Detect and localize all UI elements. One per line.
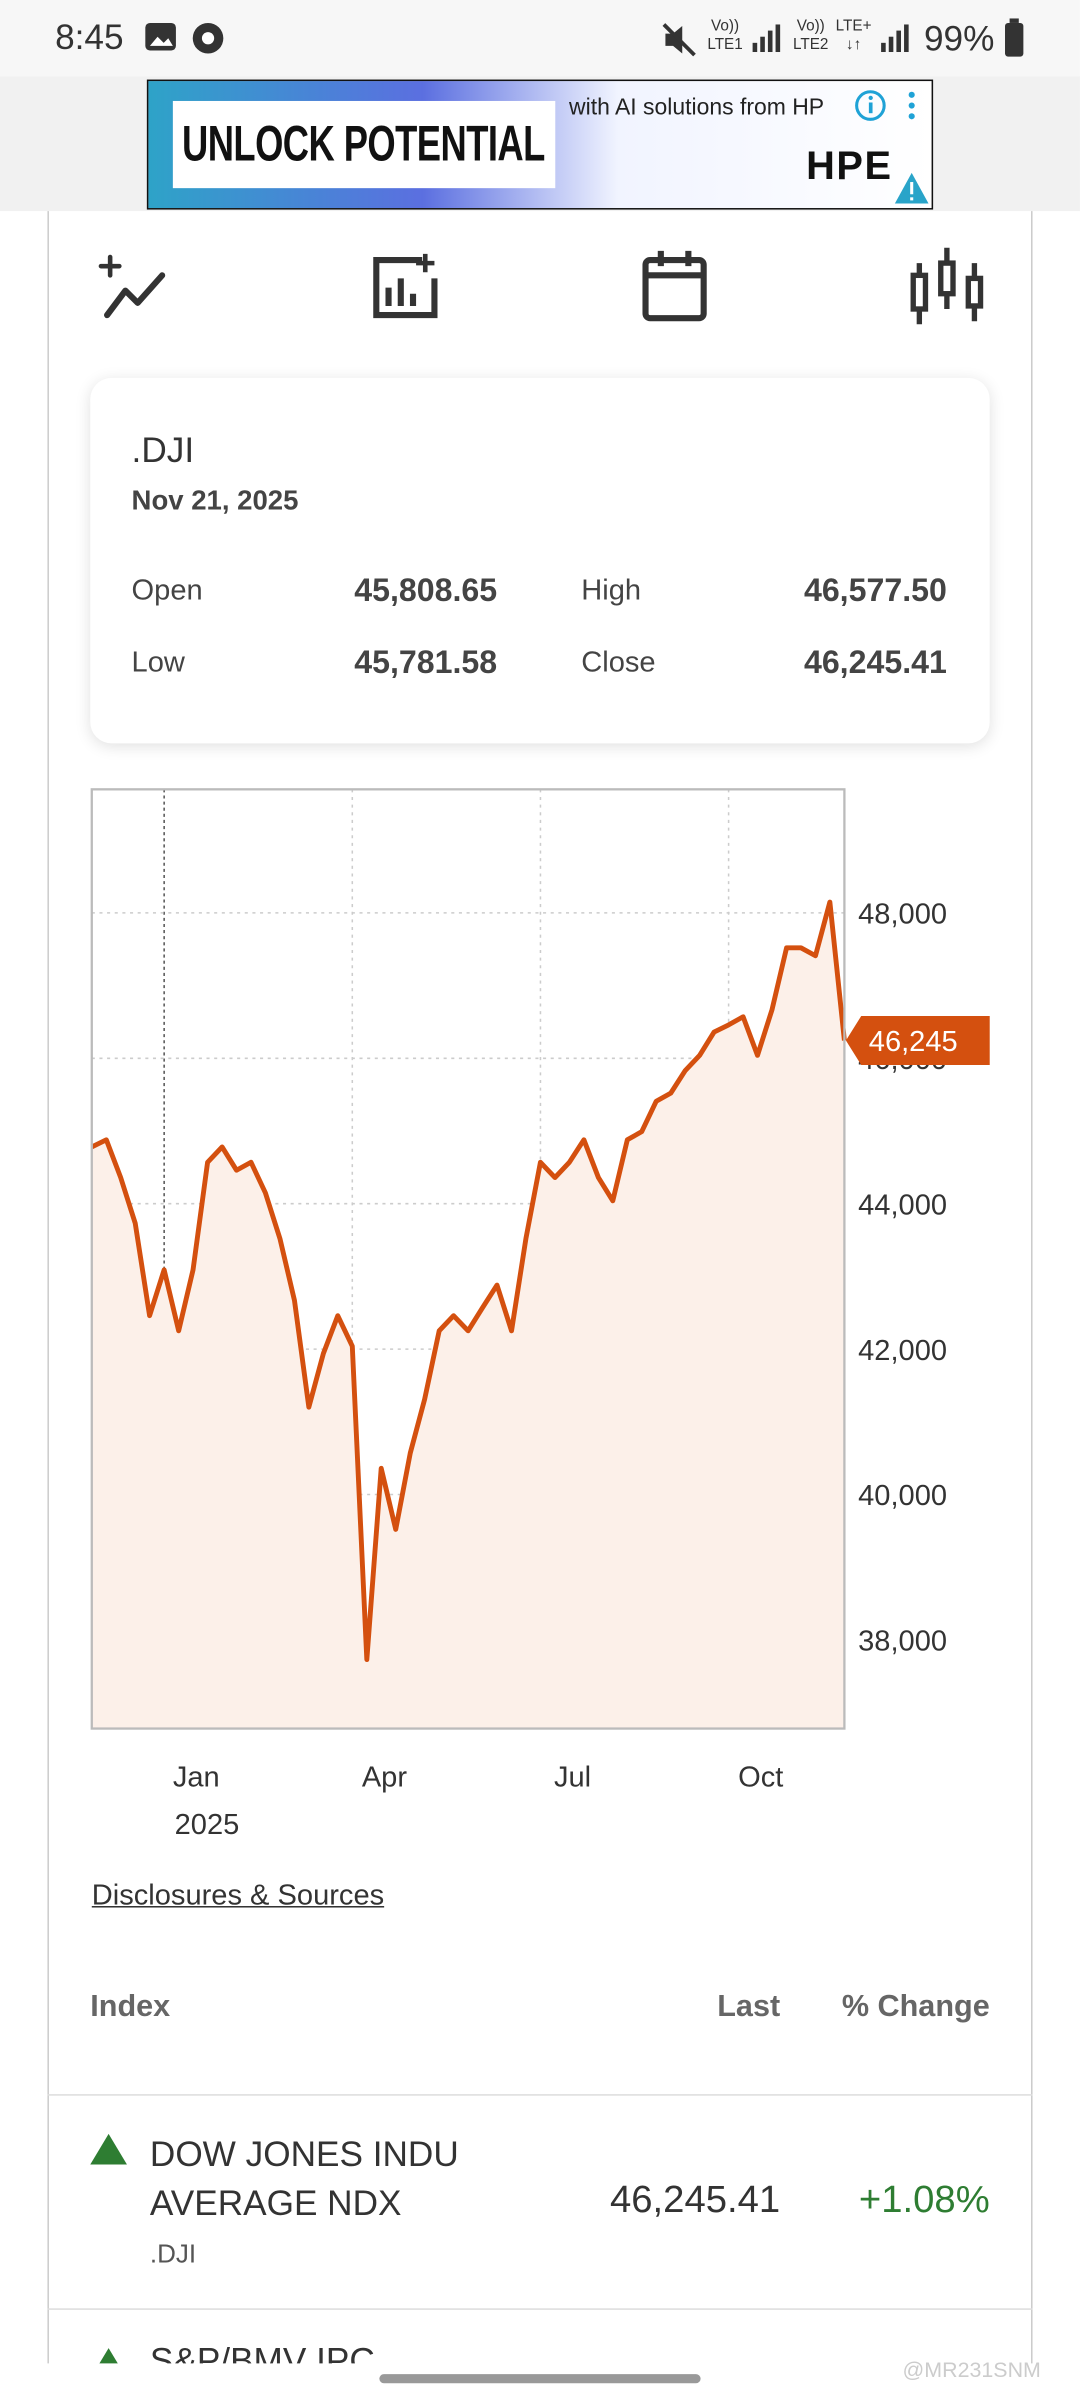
index-name: DOW JONES INDU AVERAGE NDX [149, 2133, 459, 2223]
field-value: 46,245.41 [803, 645, 947, 681]
signal-bottom: LTE1 [707, 36, 743, 54]
signal-bottom: LTE2 [793, 36, 829, 54]
ad-icons [855, 90, 929, 204]
x-year-label: 2025 [175, 1809, 240, 1841]
y-tick-label: 42,000 [858, 1335, 947, 1367]
status-icons [145, 22, 224, 54]
x-tick-label: Jul [554, 1762, 591, 1794]
field-label: Close [581, 647, 656, 680]
symbol: .DJI [131, 429, 195, 470]
ad-headline: UNLOCK POTENTIAL [182, 114, 545, 172]
battery-icon [1005, 18, 1024, 57]
index-row[interactable]: DOW JONES INDU AVERAGE NDX .DJI 46,245.4… [47, 2096, 1032, 2307]
mute-icon [662, 23, 696, 57]
last-price-tag [845, 1016, 990, 1065]
line [90, 899, 847, 1663]
area [91, 902, 845, 1729]
signal-top: LTE+ [835, 18, 872, 36]
clock: 8:45 [55, 16, 124, 57]
signal-label: Vo)) LTE1 [704, 18, 747, 55]
y-tick-label: 40,000 [858, 1480, 947, 1512]
signal-bars [752, 24, 781, 53]
chart: Jan 2025 Apr Jul Oct 38,000 40,000 42,000 44,000… [90, 788, 990, 1841]
signal-bottom: ↓↑ [845, 36, 862, 54]
y-tick-label: 38,000 [858, 1626, 947, 1658]
plot-border [90, 788, 846, 1730]
percent-change: +1.08% [858, 2178, 990, 2222]
draw-tool-button[interactable] [98, 254, 166, 319]
x-tick-label: Oct [738, 1762, 783, 1794]
chart-type-button[interactable] [910, 247, 984, 325]
navigation-bar: @MR231SNM [0, 2357, 1080, 2400]
signal-label: LTE+ ↓↑ [832, 18, 875, 55]
field-label: High [581, 575, 642, 608]
watermark: @MR231SNM [902, 2357, 1041, 2382]
index-symbol: .DJI [149, 2239, 197, 2269]
quote-card: .DJI Nov 21, 2025 Open 45,808.65 High 46… [90, 377, 990, 744]
quote-date: Nov 21, 2025 [131, 484, 299, 516]
last-price: 46,245.41 [610, 2178, 781, 2222]
content-frame [47, 211, 1033, 2368]
home-indicator[interactable] [379, 2374, 701, 2384]
ad-tagline: with AI solutions from HP [569, 94, 825, 121]
ad-banner[interactable]: UNLOCK POTENTIAL with AI solutions from … [146, 79, 934, 210]
column-header[interactable]: % Change [841, 1990, 990, 2024]
signal-label: Vo)) LTE2 [789, 18, 832, 55]
column-header[interactable]: Index [90, 1990, 171, 2024]
field-label: Low [131, 647, 185, 680]
field-value: 46,577.50 [803, 573, 947, 609]
date-button[interactable] [642, 250, 707, 322]
signal-bars [881, 24, 909, 53]
battery-level: 99% [923, 18, 995, 59]
indicator-button[interactable] [373, 253, 438, 319]
field-label: Open [131, 575, 203, 608]
divider [47, 2308, 1033, 2310]
ad-brand: HPE [806, 142, 893, 189]
ad-panel [172, 100, 556, 189]
chart-toolbar [98, 247, 984, 325]
y-tick-label: 48,000 [858, 899, 947, 931]
x-tick-label: Apr [362, 1762, 408, 1794]
status-bar: 8:45 Vo)) LTE1 Vo)) LTE2 LTE+ ↓↑ 99% [0, 0, 1080, 77]
x-tick-label: Jan [173, 1762, 220, 1794]
up-arrow [90, 2133, 127, 2165]
signal-top: Vo)) [796, 18, 825, 36]
last-price-label: 46,245 [869, 1026, 958, 1058]
divider [47, 2094, 1033, 2096]
y-tick-label: 44,000 [858, 1189, 947, 1221]
field-value: 45,781.58 [354, 645, 498, 681]
signal-top: Vo)) [711, 18, 740, 36]
disclosures-link[interactable]: Disclosures & Sources [91, 1880, 385, 1913]
column-header[interactable]: Last [717, 1990, 781, 2024]
field-value: 45,808.65 [354, 573, 498, 609]
